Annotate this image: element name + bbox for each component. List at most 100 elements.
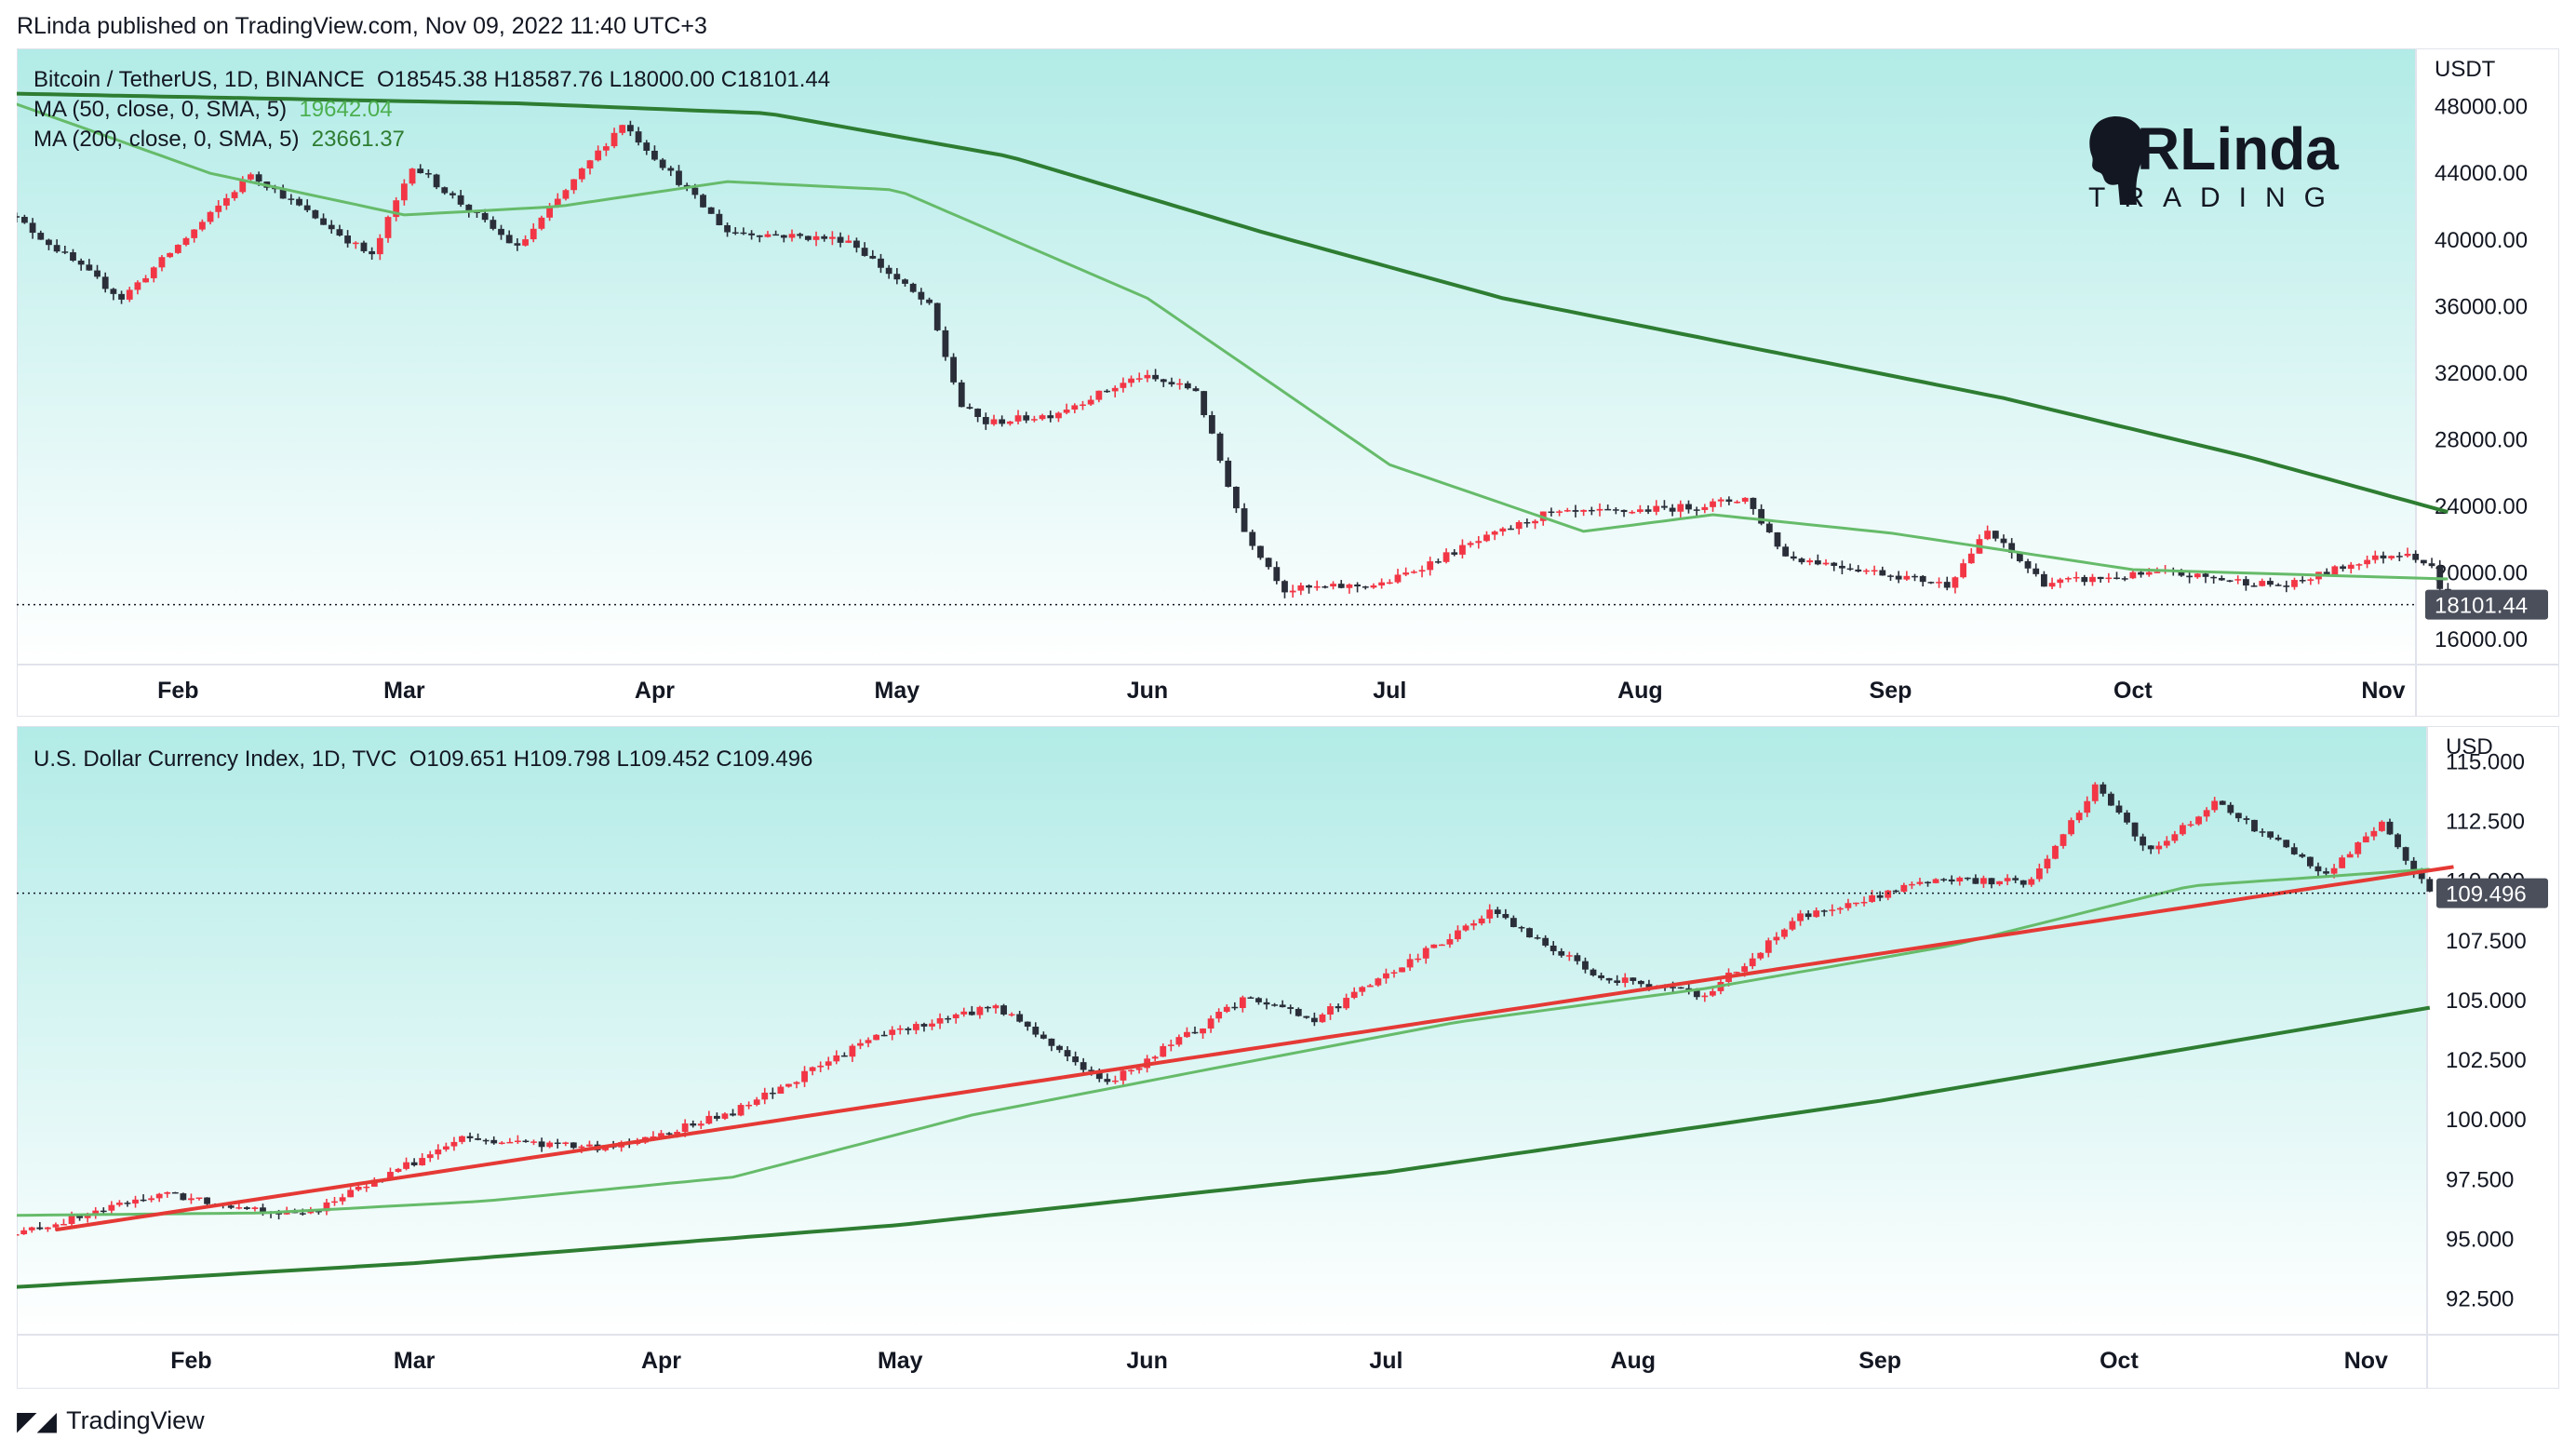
btc-chart-pane[interactable]: USDT 48000.00 44000.00 40000.00 36000.00 3200…	[17, 48, 2559, 717]
candle-body	[2129, 571, 2137, 579]
ma200-line	[17, 1005, 2431, 1289]
candle-body	[821, 235, 828, 239]
candle-body	[1442, 552, 1450, 562]
candle-body	[825, 1061, 832, 1066]
candle-body	[691, 187, 699, 195]
candle-body	[1916, 881, 1924, 884]
candle-body	[845, 240, 852, 243]
price-tick-label: 16000.00	[2435, 627, 2528, 652]
candle-body	[425, 173, 432, 175]
candle-body	[797, 234, 804, 236]
candle-body	[1892, 890, 1899, 893]
candle-body	[288, 198, 295, 200]
btc-chart-svg[interactable]: USDT 48000.00 44000.00 40000.00 36000.00 3200…	[17, 48, 2559, 717]
candle-body	[2035, 868, 2043, 880]
last-price-badge	[2425, 589, 2548, 620]
candle-body	[2364, 559, 2370, 565]
tradingview-footer[interactable]: ⁠◤◢ TradingView	[17, 1405, 205, 1436]
dxy-chart-svg[interactable]: USD115.000112.500110.000107.500105.00010…	[17, 726, 2559, 1389]
candle-body	[1590, 969, 1597, 975]
candle-body	[1749, 958, 1756, 967]
candle-body	[933, 302, 941, 330]
candle-body	[2330, 867, 2338, 874]
dxy-chart-pane[interactable]: USD115.000112.500110.000107.500105.00010…	[17, 726, 2559, 1389]
candle-body	[740, 232, 747, 235]
rlinda-logo-mark: RLinda TRADING	[2088, 115, 2339, 213]
candle-body	[435, 1150, 442, 1155]
candle-body	[1781, 929, 1788, 937]
candle-body	[1952, 577, 1959, 588]
candle-body	[307, 1210, 315, 1214]
candle-body	[530, 1141, 537, 1143]
plot-background	[17, 726, 2427, 1335]
candle-body	[2000, 538, 2007, 544]
candle-body	[546, 207, 553, 218]
candle-body	[1303, 1015, 1310, 1018]
candle-body	[829, 236, 836, 239]
candle-body	[2339, 857, 2346, 868]
candle-body	[999, 419, 1006, 424]
candle-body	[124, 1203, 131, 1204]
candle-body	[756, 235, 763, 237]
candle-body	[1693, 509, 1700, 511]
btc-legend: Bitcoin / TetherUS, 1D, BINANCE O18545.3…	[34, 65, 830, 155]
candle-body	[1438, 944, 1445, 947]
tradingview-brand: TradingView	[66, 1406, 205, 1434]
candle-body	[2299, 854, 2306, 857]
candle-body	[1515, 521, 1523, 530]
candle-body	[1366, 985, 1374, 988]
price-tick-label: 28000.00	[2435, 427, 2528, 452]
candle-body	[1223, 1006, 1230, 1013]
candle-body	[1354, 584, 1361, 587]
candle-body	[1741, 497, 1749, 502]
candle-body	[1734, 501, 1740, 504]
candle-body	[1869, 894, 1875, 902]
candle-body	[1386, 582, 1393, 585]
candle-body	[2124, 813, 2130, 823]
candle-body	[658, 1133, 664, 1136]
candle-body	[809, 1067, 816, 1071]
candle-body	[817, 1065, 825, 1068]
candle-body	[2211, 800, 2219, 811]
candle-body	[909, 283, 917, 292]
candle-body	[1620, 509, 1628, 513]
candle-body	[1510, 918, 1517, 928]
candle-body	[1055, 412, 1062, 419]
candle-body	[514, 243, 521, 246]
candle-body	[1670, 987, 1676, 988]
candle-body	[393, 200, 400, 218]
candle-body	[1621, 977, 1629, 984]
candle-body	[2307, 856, 2314, 867]
candle-body	[1773, 936, 1780, 941]
candle-body	[1184, 1031, 1190, 1038]
candle-body	[2267, 831, 2274, 838]
candle-body	[1596, 508, 1603, 511]
candle-body	[1233, 486, 1240, 509]
candle-body	[376, 237, 383, 255]
candle-body	[2283, 585, 2290, 587]
candle-body	[46, 239, 52, 246]
candle-body	[764, 234, 771, 237]
candle-body	[2004, 878, 2011, 881]
candle-body	[753, 1099, 760, 1105]
btc-ma200-value: 23661.37	[311, 127, 405, 152]
publisher-header: RLinda published on TradingView.com, Nov…	[17, 13, 707, 39]
candle-body	[974, 409, 982, 418]
candle-body	[546, 1142, 554, 1148]
candle-body	[1406, 959, 1414, 968]
candle-body	[1733, 972, 1740, 974]
candle-body	[1287, 1007, 1295, 1009]
candle-body	[1279, 1004, 1286, 1008]
candle-body	[730, 1113, 736, 1116]
candle-body	[2052, 845, 2059, 859]
candle-body	[2412, 553, 2420, 560]
candle-body	[1176, 383, 1184, 385]
candle-body	[450, 1141, 458, 1147]
candle-body	[1750, 497, 1757, 509]
candle-body	[1919, 575, 1926, 583]
candle-body	[1255, 998, 1262, 1002]
candle-body	[134, 282, 141, 290]
candle-body	[2113, 577, 2120, 580]
candle-body	[674, 1132, 680, 1135]
candle-body	[1774, 531, 1781, 547]
